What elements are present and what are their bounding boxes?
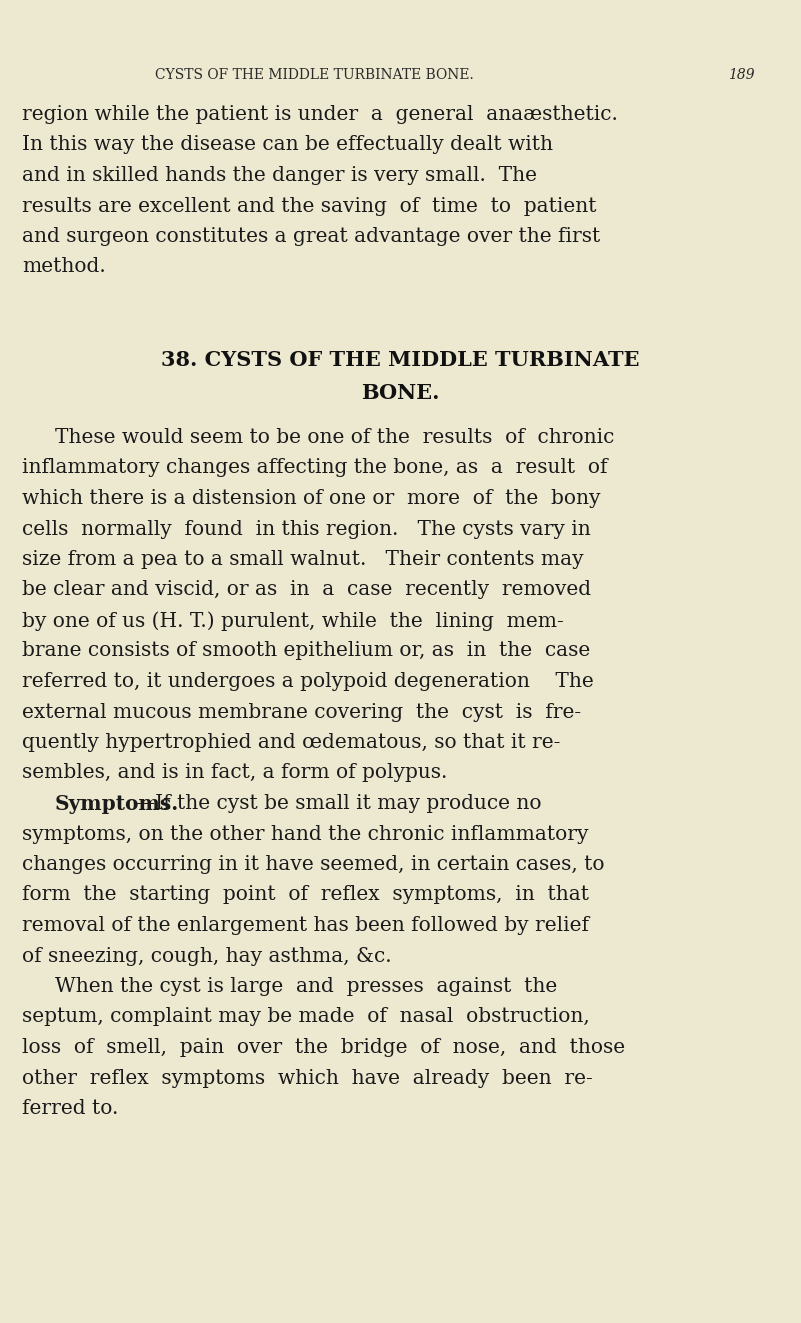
Text: other  reflex  symptoms  which  have  already  been  re-: other reflex symptoms which have already… bbox=[22, 1069, 593, 1088]
Text: be clear and viscid, or as  in  a  case  recently  removed: be clear and viscid, or as in a case rec… bbox=[22, 581, 591, 599]
Text: 38. CYSTS OF THE MIDDLE TURBINATE: 38. CYSTS OF THE MIDDLE TURBINATE bbox=[161, 351, 639, 370]
Text: and in skilled hands the danger is very small.  The: and in skilled hands the danger is very … bbox=[22, 165, 537, 185]
Text: by one of us (H. T.) purulent, while  the  lining  mem-: by one of us (H. T.) purulent, while the… bbox=[22, 611, 564, 631]
Text: changes occurring in it have seemed, in certain cases, to: changes occurring in it have seemed, in … bbox=[22, 855, 605, 875]
Text: and surgeon constitutes a great advantage over the first: and surgeon constitutes a great advantag… bbox=[22, 228, 600, 246]
Text: results are excellent and the saving  of  time  to  patient: results are excellent and the saving of … bbox=[22, 197, 597, 216]
Text: 189: 189 bbox=[728, 67, 755, 82]
Text: Symptoms.: Symptoms. bbox=[55, 794, 179, 814]
Text: external mucous membrane covering  the  cyst  is  fre-: external mucous membrane covering the cy… bbox=[22, 703, 581, 721]
Text: quently hypertrophied and œdematous, so that it re-: quently hypertrophied and œdematous, so … bbox=[22, 733, 561, 751]
Text: size from a pea to a small walnut.   Their contents may: size from a pea to a small walnut. Their… bbox=[22, 550, 584, 569]
Text: region while the patient is under  a  general  anaæsthetic.: region while the patient is under a gene… bbox=[22, 105, 618, 124]
Text: which there is a distension of one or  more  of  the  bony: which there is a distension of one or mo… bbox=[22, 490, 601, 508]
Text: septum, complaint may be made  of  nasal  obstruction,: septum, complaint may be made of nasal o… bbox=[22, 1008, 590, 1027]
Text: sembles, and is in fact, a form of polypus.: sembles, and is in fact, a form of polyp… bbox=[22, 763, 448, 782]
Text: method.: method. bbox=[22, 258, 106, 277]
Text: form  the  starting  point  of  reflex  symptoms,  in  that: form the starting point of reflex sympto… bbox=[22, 885, 589, 905]
Text: In this way the disease can be effectually dealt with: In this way the disease can be effectual… bbox=[22, 135, 553, 155]
Text: When the cyst is large  and  presses  against  the: When the cyst is large and presses again… bbox=[55, 976, 557, 996]
Text: removal of the enlargement has been followed by relief: removal of the enlargement has been foll… bbox=[22, 916, 589, 935]
Text: inflammatory changes affecting the bone, as  a  result  of: inflammatory changes affecting the bone,… bbox=[22, 459, 607, 478]
Text: CYSTS OF THE MIDDLE TURBINATE BONE.: CYSTS OF THE MIDDLE TURBINATE BONE. bbox=[155, 67, 473, 82]
Text: —If the cyst be small it may produce no: —If the cyst be small it may produce no bbox=[135, 794, 541, 814]
Text: ferred to.: ferred to. bbox=[22, 1099, 119, 1118]
Text: of sneezing, cough, hay asthma, &c.: of sneezing, cough, hay asthma, &c. bbox=[22, 946, 392, 966]
Text: referred to, it undergoes a polypoid degeneration    The: referred to, it undergoes a polypoid deg… bbox=[22, 672, 594, 691]
Text: These would seem to be one of the  results  of  chronic: These would seem to be one of the result… bbox=[55, 429, 614, 447]
Text: brane consists of smooth epithelium or, as  in  the  case: brane consists of smooth epithelium or, … bbox=[22, 642, 590, 660]
Text: BONE.: BONE. bbox=[360, 382, 439, 404]
Text: symptoms, on the other hand the chronic inflammatory: symptoms, on the other hand the chronic … bbox=[22, 824, 589, 844]
Text: cells  normally  found  in this region.   The cysts vary in: cells normally found in this region. The… bbox=[22, 520, 591, 538]
Text: loss  of  smell,  pain  over  the  bridge  of  nose,  and  those: loss of smell, pain over the bridge of n… bbox=[22, 1039, 625, 1057]
